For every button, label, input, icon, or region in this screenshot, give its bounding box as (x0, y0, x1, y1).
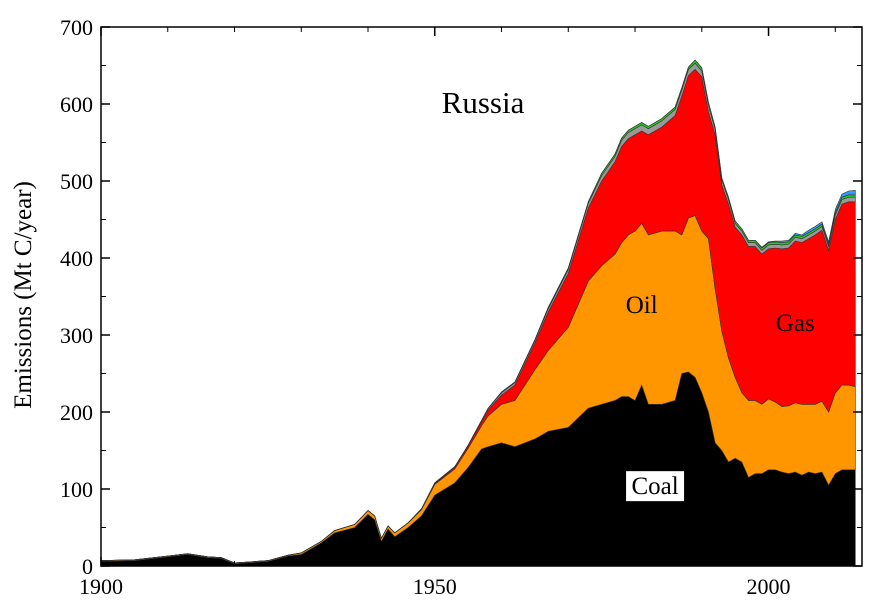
x-tick-label-1950: 1950 (413, 574, 457, 599)
chart-title: Russia (442, 85, 525, 120)
y-tick-label-500: 500 (60, 169, 93, 194)
x-tick-label-2000: 2000 (747, 574, 791, 599)
series-label-gas: Gas (776, 310, 815, 337)
area-band-6 (100, 59, 856, 564)
x-axis: 1900 1950 2000 (79, 27, 836, 599)
series-label-oil: Oil (626, 292, 658, 319)
y-tick-label-600: 600 (60, 92, 93, 117)
y-tick-label-700: 700 (60, 15, 93, 40)
y-axis: 0 100 200 300 400 500 600 700 (60, 15, 862, 579)
y-tick-label-300: 300 (60, 323, 93, 348)
plot-areas (100, 59, 856, 567)
y-tick-label-200: 200 (60, 400, 93, 425)
series-label-coal: Coal (631, 473, 678, 500)
coal-label-box (626, 471, 685, 502)
y-axis-title: Emissions (Mt C/year) (10, 181, 37, 409)
x-tick-label-1900: 1900 (79, 574, 123, 599)
y-tick-label-100: 100 (60, 477, 93, 502)
series-labels: Coal Oil Gas (626, 292, 815, 502)
y-tick-label-0: 0 (82, 554, 93, 579)
y-tick-label-400: 400 (60, 246, 93, 271)
